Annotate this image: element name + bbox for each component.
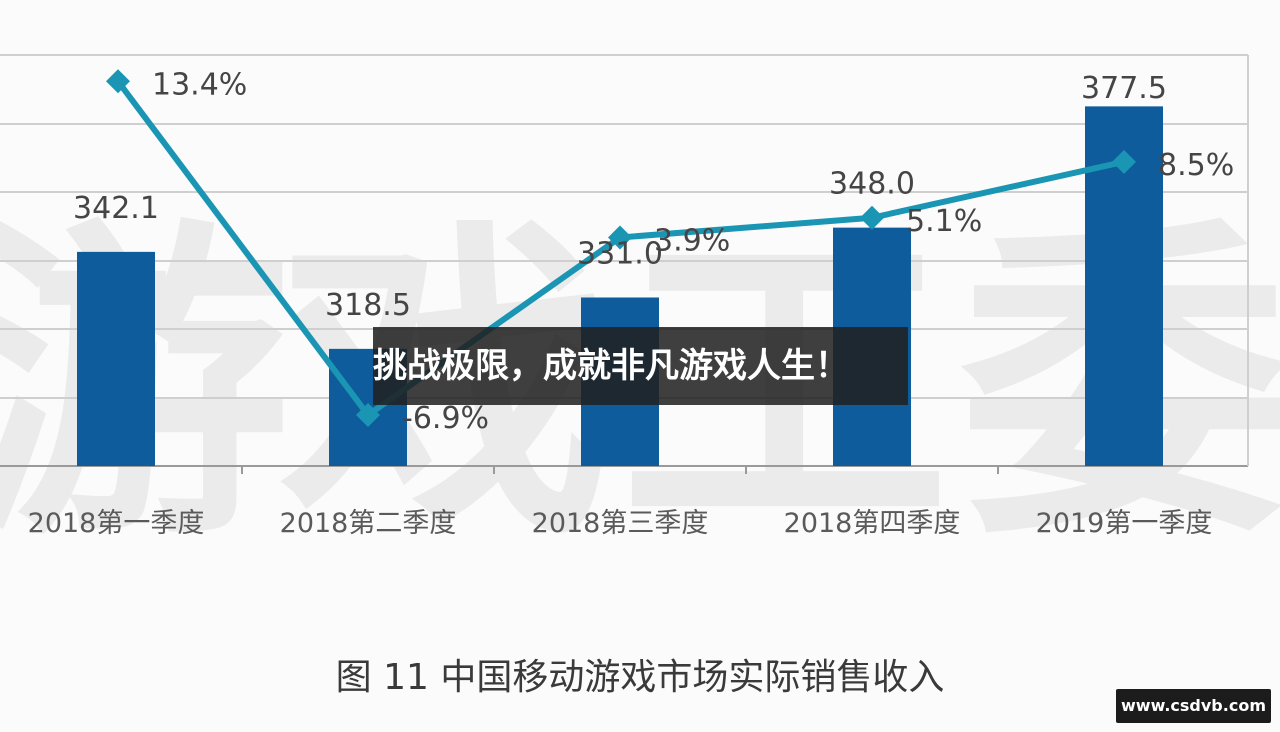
bar-value-label: 331.0 [577,236,663,271]
line-marker [608,225,632,250]
line-marker [106,69,130,94]
figure-caption: 图 11 中国移动游戏市场实际销售收入 [335,657,945,698]
x-tick-label: 2018第一季度 [28,508,205,539]
x-tick-label: 2018第四季度 [784,508,961,539]
growth-value-label: 3.9% [654,223,730,258]
bar-value-label: 342.1 [73,191,159,226]
x-axis-tick-labels: 2018第一季度 2018第二季度 2018第三季度 2018第四季度 2019第一季度 [28,508,1213,539]
line-marker [356,403,380,428]
growth-line-series [106,69,1136,428]
x-tick-label: 2018第三季度 [532,508,709,539]
line-marker [1112,149,1136,174]
data-labels: 342.1 318.5 331.0 348.0 377.5 13.4% -6.9% 3.9% 5… [73,67,1234,436]
bar [77,251,155,466]
growth-value-label: -6.9% [402,401,489,436]
growth-value-label: 13.4% [152,67,247,102]
growth-value-label: 8.5% [1158,148,1234,183]
x-tick-label: 2018第二季度 [280,508,457,539]
x-tick-label: 2019第一季度 [1036,508,1213,539]
line-marker [860,205,884,230]
growth-value-label: 5.1% [906,204,982,239]
bar-value-label: 348.0 [829,167,915,202]
bar-value-label: 377.5 [1081,71,1167,106]
bar-value-label: 318.5 [325,288,411,323]
promo-banner[interactable]: 挑战极限，成就非凡游戏人生！ [373,327,908,405]
site-watermark-badge[interactable]: www.csdvb.com [1116,689,1271,723]
